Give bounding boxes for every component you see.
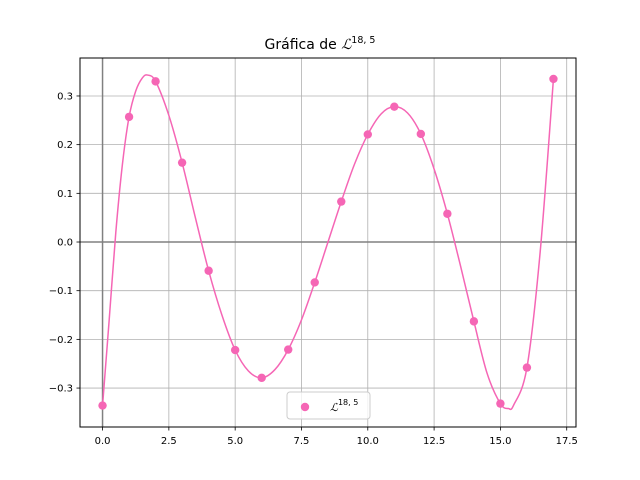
data-point [310,278,319,287]
y-tick-label: 0.0 [57,238,73,249]
legend-label-superscript: 18, 5 [338,398,358,407]
x-tick-label: 15.0 [489,436,511,447]
data-point [469,317,479,326]
chart-title-math: ℒ [341,37,352,53]
data-point [284,345,293,354]
legend-marker [300,402,310,412]
data-point [151,77,160,86]
grid [80,58,576,427]
legend: ℒ18, 5 [286,391,371,420]
x-tick-label: 17.5 [556,436,578,447]
data-point [98,401,107,410]
legend-box [286,391,371,420]
y-tick-label: −0.3 [49,384,73,395]
data-point [496,399,505,408]
points-layer [98,74,558,410]
x-tick-label: 12.5 [423,436,445,447]
y-tick-label: 0.1 [57,189,73,200]
curve-layer [101,74,555,411]
chart-title: Gráfica de ℒ18, 5 [265,35,376,53]
ticks: 0.0 2.5 5.0 7.5 10.0 12.5 15.0 17.5 −0.3 −0.2 −0.1… [49,91,578,447]
data-point [204,266,213,275]
data-point [337,197,346,206]
y-tick-label: −0.1 [49,286,73,297]
y-tick-label: 0.2 [57,140,73,151]
legend-label-base: ℒ [330,401,339,414]
x-tick-label: 2.5 [161,436,177,447]
x-tick-label: 0.0 [95,436,111,447]
x-tick-label: 10.0 [357,436,379,447]
y-tick-label: 0.3 [57,91,73,102]
data-point [416,129,426,139]
data-point [390,102,399,111]
series-curve [101,74,555,411]
legend-label: ℒ18, 5 [330,398,358,414]
data-point [363,130,372,139]
chart-title-superscript: 18, 5 [351,35,375,46]
data-point [124,112,134,122]
data-point [177,158,187,167]
data-point [443,209,452,218]
y-tick-label: −0.2 [49,335,73,346]
data-point [522,363,532,372]
x-tick-label: 7.5 [294,436,310,447]
data-point [230,345,240,355]
data-point [549,74,558,84]
chart-title-text: Gráfica de [265,37,342,53]
x-tick-label: 5.0 [227,436,243,447]
plot-frame [79,57,577,428]
data-point [257,373,266,383]
